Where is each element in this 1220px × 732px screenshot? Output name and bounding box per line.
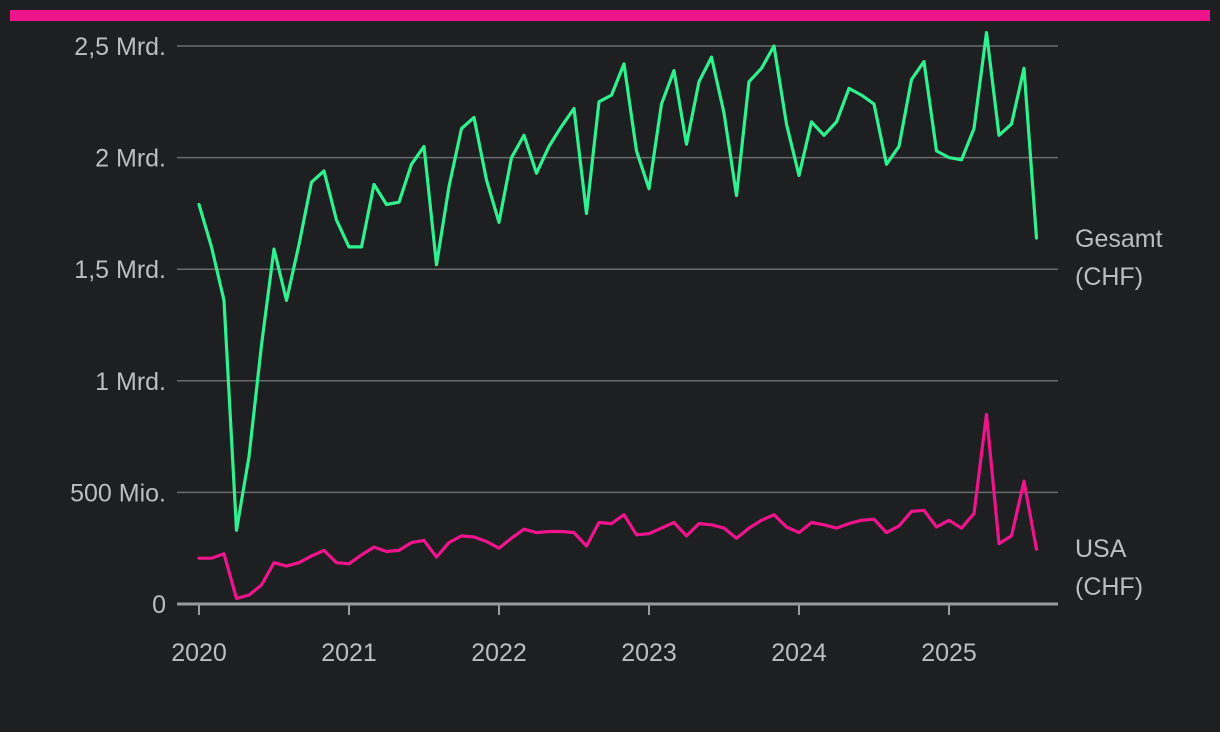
series-label: USA	[1075, 535, 1127, 563]
series-label: (CHF)	[1075, 263, 1143, 291]
y-tick-label: 2,5 Mrd.	[74, 33, 166, 61]
y-tick-label: 500 Mio.	[70, 479, 166, 507]
y-tick-label: 2 Mrd.	[95, 145, 166, 173]
y-axis-labels: 0 500 Mio. 1 Mrd. 1,5 Mrd. 2 Mrd. 2,5 Mrd.	[70, 33, 166, 619]
series-labels: Gesamt (CHF) USA (CHF)	[1075, 225, 1163, 601]
y-tick-label: 1,5 Mrd.	[74, 256, 166, 284]
x-tick-label: 2021	[321, 639, 377, 667]
series-label: (CHF)	[1075, 573, 1143, 601]
grid	[177, 45, 1058, 494]
series-lines	[197, 30, 1039, 601]
x-tick-label: 2024	[771, 639, 827, 667]
series-line-gesamt	[197, 30, 1039, 532]
y-tick-label: 1 Mrd.	[95, 368, 166, 396]
x-tick-label: 2020	[171, 639, 227, 667]
series-label: Gesamt	[1075, 225, 1163, 253]
series-line-usa	[197, 412, 1039, 601]
top-accent-bar	[10, 10, 1210, 21]
x-axis-ticks: 2020 2021 2022 2023 2024 2025	[171, 604, 977, 667]
x-tick-label: 2025	[921, 639, 977, 667]
x-tick-label: 2023	[621, 639, 677, 667]
x-tick-label: 2022	[471, 639, 527, 667]
y-tick-label: 0	[152, 591, 166, 619]
